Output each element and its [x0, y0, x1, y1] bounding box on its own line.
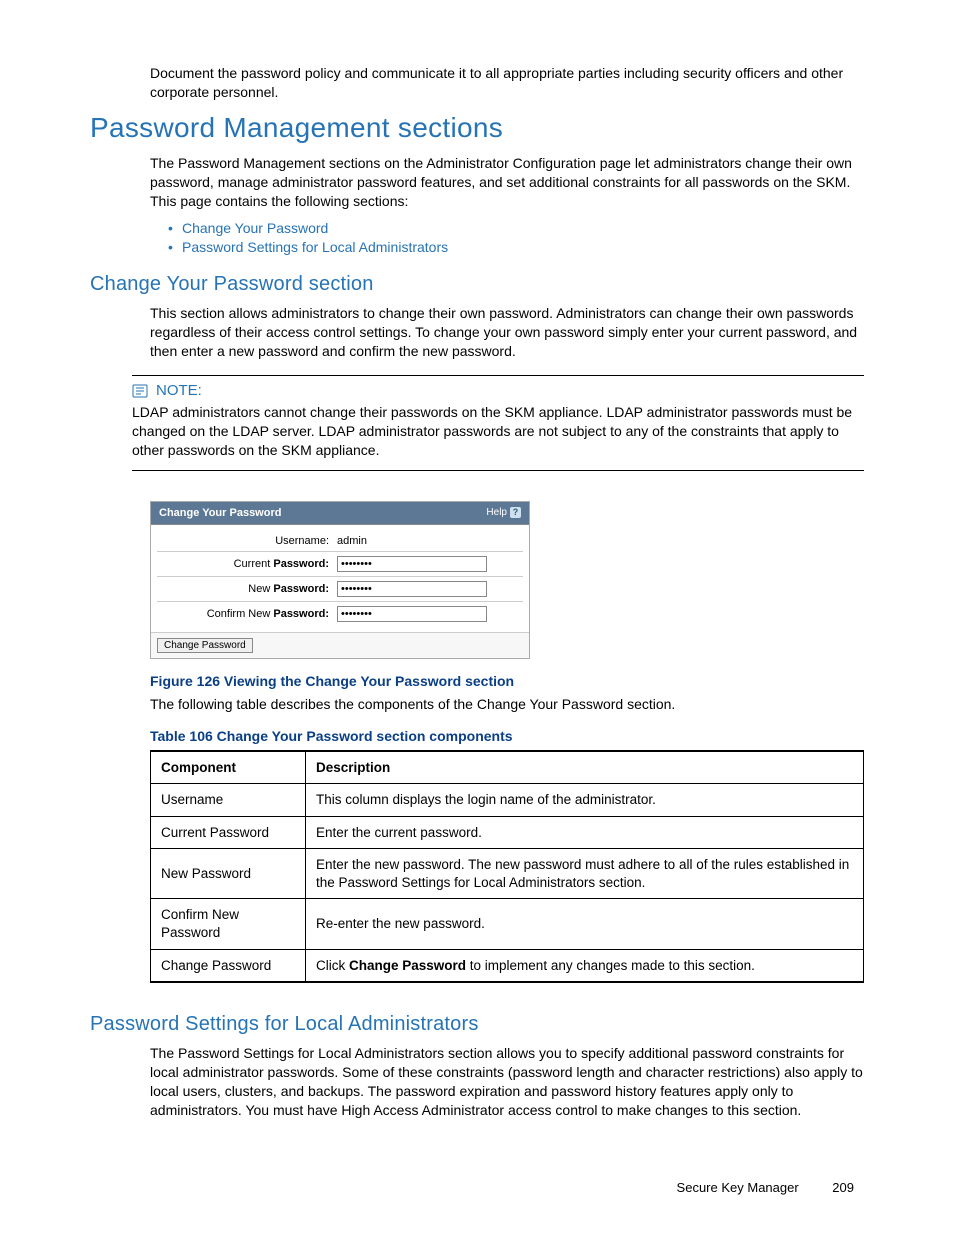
- help-icon: ?: [510, 507, 521, 518]
- table-row: Current PasswordEnter the current passwo…: [151, 816, 864, 849]
- cell-component: Confirm New Password: [151, 899, 306, 949]
- panel-help-label: Help: [486, 507, 507, 518]
- cell-component: Current Password: [151, 816, 306, 849]
- section3-paragraph: The Password Settings for Local Administ…: [150, 1044, 864, 1120]
- panel-row-username: Username: admin: [157, 535, 523, 552]
- new-password-label: New Password:: [157, 583, 337, 595]
- current-password-input[interactable]: [337, 556, 487, 572]
- table-row: UsernameThis column displays the login n…: [151, 784, 864, 817]
- panel-footer: Change Password: [151, 632, 529, 658]
- username-label: Username:: [157, 535, 337, 547]
- cell-component: New Password: [151, 849, 306, 899]
- section2-paragraph: This section allows administrators to ch…: [150, 304, 864, 361]
- figure-caption: Figure 126 Viewing the Change Your Passw…: [150, 673, 864, 689]
- th-description: Description: [306, 751, 864, 784]
- cell-description: Re-enter the new password.: [306, 899, 864, 949]
- panel-header: Change Your Password Help ?: [151, 502, 529, 525]
- panel-title: Change Your Password: [159, 507, 281, 519]
- table-caption: Table 106 Change Your Password section c…: [150, 728, 864, 744]
- confirm-password-input[interactable]: [337, 606, 487, 622]
- confirm-password-label: Confirm New Password:: [157, 608, 337, 620]
- footer-page-number: 209: [832, 1180, 854, 1195]
- note-label: NOTE:: [156, 382, 202, 399]
- cell-description: Click Change Password to implement any c…: [306, 949, 864, 982]
- cell-component: Username: [151, 784, 306, 817]
- components-table: Component Description UsernameThis colum…: [150, 750, 864, 983]
- link-change-your-password[interactable]: Change Your Password: [168, 220, 864, 236]
- footer-doc-title: Secure Key Manager: [677, 1180, 799, 1195]
- panel-help[interactable]: Help ?: [486, 507, 521, 518]
- table-row: New PasswordEnter the new password. The …: [151, 849, 864, 899]
- cell-description: This column displays the login name of t…: [306, 784, 864, 817]
- cell-description: Enter the current password.: [306, 816, 864, 849]
- note-rule-bottom: [132, 470, 864, 471]
- heading-password-management: Password Management sections: [90, 112, 864, 144]
- section1-link-list: Change Your Password Password Settings f…: [150, 220, 864, 255]
- note-icon: [132, 384, 148, 398]
- link-password-settings-local-admins[interactable]: Password Settings for Local Administrato…: [168, 239, 864, 255]
- change-password-button[interactable]: Change Password: [157, 638, 253, 653]
- panel-row-current: Current Password:: [157, 556, 523, 577]
- page-footer: Secure Key Manager 209: [90, 1180, 864, 1195]
- cell-component: Change Password: [151, 949, 306, 982]
- table-row: Confirm New PasswordRe-enter the new pas…: [151, 899, 864, 949]
- table-row: Change PasswordClick Change Password to …: [151, 949, 864, 982]
- panel-body: Username: admin Current Password: New Pa…: [151, 525, 529, 632]
- table-header-row: Component Description: [151, 751, 864, 784]
- change-password-panel: Change Your Password Help ? Username: ad…: [150, 501, 530, 659]
- intro-paragraph: Document the password policy and communi…: [150, 64, 864, 102]
- current-password-label: Current Password:: [157, 558, 337, 570]
- new-password-input[interactable]: [337, 581, 487, 597]
- cell-description: Enter the new password. The new password…: [306, 849, 864, 899]
- table-intro: The following table describes the compon…: [150, 695, 864, 714]
- panel-row-new: New Password:: [157, 581, 523, 602]
- panel-row-confirm: Confirm New Password:: [157, 606, 523, 622]
- note-header: NOTE:: [132, 382, 864, 399]
- note-rule-top: [132, 375, 864, 376]
- section1-paragraph: The Password Management sections on the …: [150, 154, 864, 211]
- heading-change-your-password: Change Your Password section: [90, 273, 864, 296]
- heading-password-settings-local-admins: Password Settings for Local Administrato…: [90, 1013, 864, 1036]
- th-component: Component: [151, 751, 306, 784]
- username-value: admin: [337, 535, 367, 547]
- note-body: LDAP administrators cannot change their …: [132, 403, 864, 460]
